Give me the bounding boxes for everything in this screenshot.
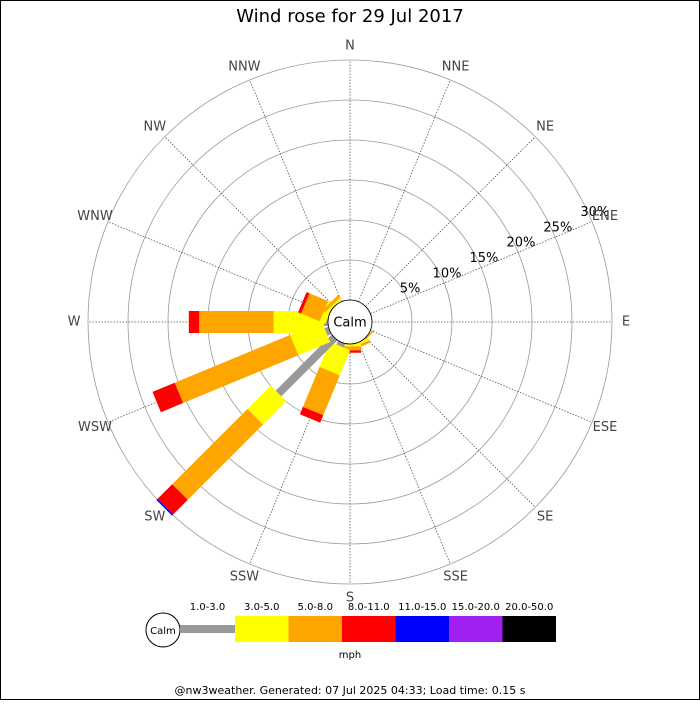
spoke <box>249 79 342 302</box>
direction-label: WNW <box>77 209 113 224</box>
bar-segment <box>302 366 340 416</box>
direction-label: NNE <box>442 60 470 75</box>
legend-swatch <box>288 616 342 642</box>
spoke <box>365 136 536 307</box>
calm-label: Calm <box>333 316 366 331</box>
bar-segment <box>325 297 343 315</box>
calm-circle <box>327 299 373 345</box>
legend-label: 3.0-5.0 <box>244 602 279 613</box>
legend-label: 15.0-20.0 <box>452 602 500 613</box>
direction-label: E <box>622 315 630 330</box>
legend-swatch <box>235 616 289 642</box>
ring <box>87 59 613 585</box>
bar-segment <box>324 326 332 336</box>
direction-label: W <box>68 315 81 330</box>
ring-label: 20% <box>506 236 535 251</box>
ring-label: 30% <box>580 205 609 220</box>
ring <box>127 99 573 545</box>
bar-segment <box>275 334 338 397</box>
direction-label: S <box>346 591 354 606</box>
legend-label: 1.0-3.0 <box>190 602 225 613</box>
footer: @nw3weather. Generated: 07 Jul 2025 04:3… <box>175 684 526 697</box>
legend-swatch <box>180 625 235 633</box>
direction-label: NW <box>144 119 167 134</box>
units-label: mph <box>339 650 361 661</box>
legend-calm-label: Calm <box>150 626 176 637</box>
legend-swatch <box>502 616 556 642</box>
bar-segment <box>152 382 184 413</box>
bar-segment <box>336 340 346 348</box>
bar-segment <box>157 484 188 515</box>
spoke <box>370 330 593 423</box>
bar-segment <box>199 311 274 333</box>
direction-label: N <box>345 39 355 54</box>
direction-label: ENE <box>592 209 618 224</box>
legend-swatch <box>449 616 503 642</box>
spoke <box>107 221 330 314</box>
bar-segment <box>172 409 263 500</box>
legend-swatch <box>395 616 449 642</box>
spoke <box>365 337 536 508</box>
ring-label: 10% <box>433 266 462 281</box>
chart-title: Wind rose for 29 Jul 2017 <box>236 6 464 27</box>
bar-segment <box>188 311 200 333</box>
direction-label: SE <box>537 510 553 525</box>
spoke <box>358 342 451 565</box>
bar-segment <box>156 498 174 516</box>
legend-label: 11.0-15.0 <box>398 602 446 613</box>
direction-label: SW <box>144 510 165 525</box>
ring-label: 25% <box>543 220 572 235</box>
direction-label: NE <box>536 119 554 134</box>
legend-label: 5.0-8.0 <box>298 602 333 613</box>
bar-segment <box>247 385 287 425</box>
direction-label: SSW <box>230 569 260 584</box>
direction-label: SSE <box>443 569 468 584</box>
legend-label: 8.0-11.0 <box>348 602 390 613</box>
direction-label: ESE <box>593 420 618 435</box>
bar-segment <box>174 335 299 403</box>
bar-segment <box>322 294 341 313</box>
legend-label: 20.0-50.0 <box>505 602 553 613</box>
legend-swatch <box>342 616 396 642</box>
spoke <box>358 79 451 302</box>
direction-label: NNW <box>228 60 260 75</box>
ring-label: 15% <box>470 251 499 266</box>
bar-segment <box>301 293 328 322</box>
bar-segment <box>298 292 310 314</box>
spoke <box>164 136 335 307</box>
ring-label: 5% <box>400 282 421 297</box>
spoke <box>370 221 593 314</box>
bar-segment <box>299 406 324 423</box>
direction-label: WSW <box>78 420 112 435</box>
